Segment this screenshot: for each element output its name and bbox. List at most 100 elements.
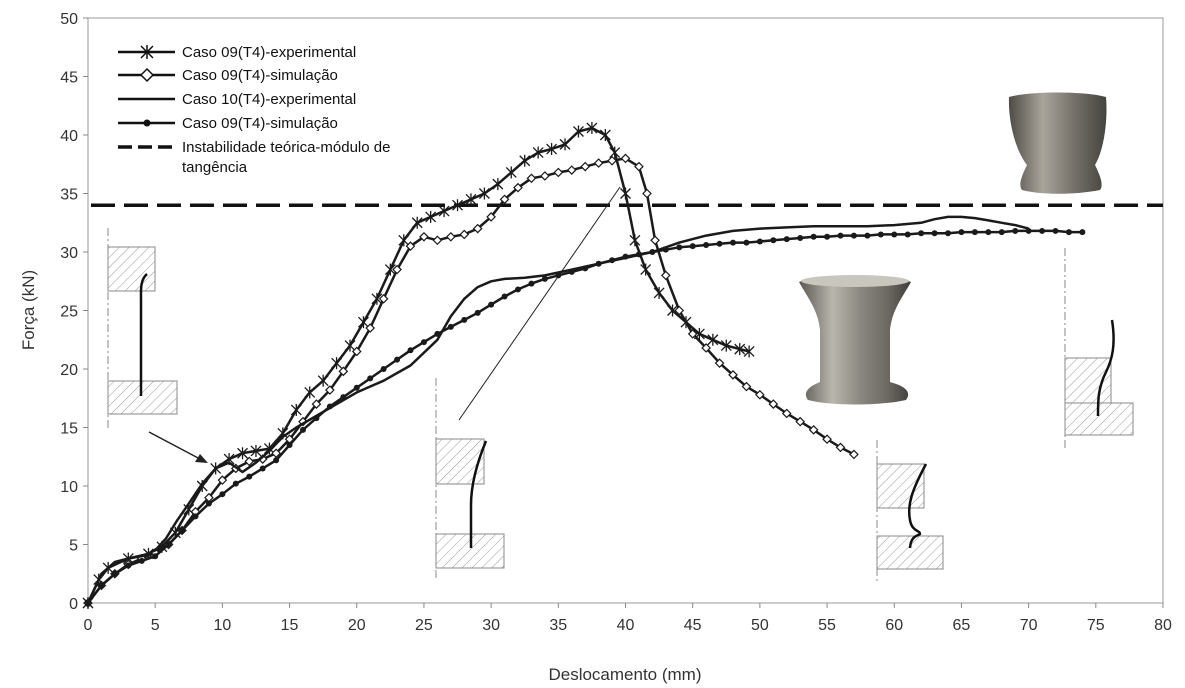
data-point — [85, 600, 91, 606]
data-point — [461, 316, 468, 323]
data-point — [931, 230, 938, 237]
x-tick-label: 45 — [684, 617, 702, 634]
legend-label: Caso 09(T4)-experimental — [182, 44, 356, 61]
data-point — [192, 513, 199, 520]
data-point — [634, 161, 644, 172]
series-line — [86, 126, 750, 604]
legend-marker-asterisk — [140, 45, 154, 59]
y-axis-title: Força (kN) — [19, 270, 38, 350]
data-point — [445, 231, 456, 242]
series-0 — [82, 121, 755, 609]
data-point — [635, 251, 642, 258]
data-point — [179, 527, 186, 534]
data-point — [300, 426, 306, 433]
data-point — [687, 329, 698, 339]
x-tick-label: 80 — [1154, 617, 1172, 634]
y-tick-label: 45 — [60, 70, 78, 87]
x-tick-label: 25 — [415, 617, 433, 634]
data-point — [689, 243, 696, 250]
data-point — [513, 182, 523, 193]
data-point — [138, 557, 145, 564]
data-point — [622, 253, 629, 260]
data-point — [526, 173, 537, 184]
data-point — [958, 229, 965, 236]
x-tick-label: 50 — [751, 617, 769, 634]
data-point — [304, 386, 316, 399]
data-point — [358, 316, 369, 329]
legend-label: Caso 09(T4)-simulação — [182, 115, 338, 132]
data-point — [351, 346, 362, 357]
data-point — [728, 370, 738, 380]
data-point — [380, 366, 387, 372]
data-point — [338, 366, 349, 377]
data-point — [716, 240, 723, 247]
data-point — [781, 408, 792, 419]
y-tick-label: 30 — [60, 245, 78, 262]
data-point — [472, 223, 483, 234]
data-point — [877, 231, 884, 238]
data-point — [734, 343, 746, 356]
data-point — [505, 166, 517, 179]
data-point — [407, 347, 414, 354]
data-point — [501, 293, 508, 300]
data-point — [486, 212, 496, 222]
data-point — [1012, 227, 1019, 234]
annotation-pointer-line — [458, 186, 621, 421]
data-point — [419, 231, 429, 242]
data-point — [111, 570, 118, 577]
data-point — [743, 239, 750, 246]
x-tick-label: 30 — [482, 617, 500, 634]
x-tick-label: 75 — [1087, 617, 1105, 634]
x-tick-label: 0 — [84, 617, 93, 634]
data-point — [290, 403, 302, 416]
data-point — [642, 188, 652, 199]
data-point — [918, 230, 925, 237]
x-tick-label: 20 — [348, 617, 366, 634]
data-point — [795, 416, 806, 427]
data-point — [541, 275, 548, 282]
data-point — [808, 424, 819, 435]
data-point — [568, 268, 575, 275]
data-point — [438, 205, 450, 218]
profile-sketch-final — [1064, 248, 1134, 448]
y-tick-label: 5 — [69, 538, 78, 555]
data-point — [985, 229, 992, 236]
data-point — [217, 475, 228, 485]
data-point — [371, 292, 383, 305]
profile-sketch-bulge — [435, 378, 505, 578]
data-point — [640, 263, 652, 276]
data-point — [344, 339, 356, 352]
data-point — [822, 434, 832, 445]
y-tick-label: 0 — [69, 596, 78, 613]
data-point — [317, 374, 329, 387]
data-point — [629, 234, 641, 247]
data-point — [676, 244, 683, 251]
data-point — [609, 257, 616, 264]
x-tick-label: 70 — [1020, 617, 1038, 634]
data-point — [384, 263, 396, 276]
data-point — [720, 339, 732, 352]
data-point — [425, 210, 437, 223]
data-point — [447, 323, 454, 330]
data-point — [528, 280, 535, 287]
data-point — [582, 265, 589, 272]
data-point — [797, 234, 804, 241]
data-point — [492, 178, 504, 191]
series-1 — [83, 153, 859, 608]
data-point — [405, 241, 416, 251]
series-2 — [86, 215, 1029, 604]
series-layer — [82, 121, 1086, 609]
data-point — [741, 381, 752, 392]
legend-marker-diamond — [139, 67, 155, 83]
data-point — [411, 216, 423, 229]
legend-label: Caso 09(T4)-simulação — [182, 67, 338, 84]
data-point — [420, 339, 427, 346]
data-point — [667, 304, 678, 317]
data-point — [653, 286, 665, 299]
y-tick-label: 40 — [60, 128, 78, 145]
specimen-photo-top — [1008, 92, 1107, 194]
data-point — [555, 272, 562, 279]
data-point — [532, 146, 544, 159]
data-point — [232, 480, 239, 487]
data-point — [365, 323, 376, 333]
